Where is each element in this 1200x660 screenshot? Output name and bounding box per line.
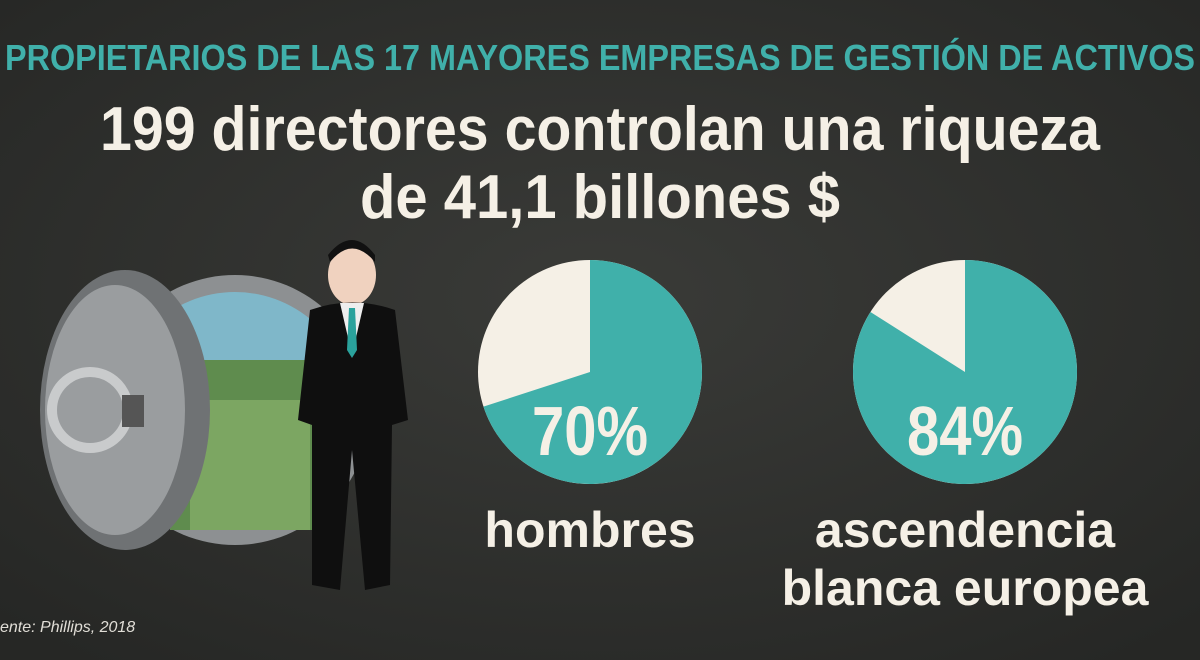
pie-slice bbox=[853, 260, 1078, 485]
title-line: de 41,1 billones $ bbox=[360, 163, 840, 232]
pie-caption: blanca europea bbox=[782, 560, 1150, 616]
pie-value-label: 70% bbox=[532, 392, 648, 470]
pie-value-label: 84% bbox=[907, 392, 1023, 470]
head bbox=[328, 245, 376, 305]
money bbox=[190, 400, 310, 530]
pie-caption: ascendencia bbox=[815, 502, 1116, 558]
hair bbox=[328, 240, 375, 262]
suit bbox=[298, 302, 408, 590]
tie bbox=[347, 308, 357, 358]
vault-door-face bbox=[45, 285, 185, 535]
kicker: PROPIETARIOS DE LAS 17 MAYORES EMPRESAS … bbox=[5, 36, 1195, 78]
source: ente: Phillips, 2018 bbox=[0, 619, 135, 636]
man-illustration bbox=[298, 240, 408, 590]
vault-illustration bbox=[40, 270, 370, 550]
keypad bbox=[122, 395, 144, 427]
title-line: 199 directores controlan una riqueza bbox=[100, 95, 1100, 164]
pie-caption: hombres bbox=[484, 502, 695, 558]
pie-slice bbox=[483, 260, 702, 485]
